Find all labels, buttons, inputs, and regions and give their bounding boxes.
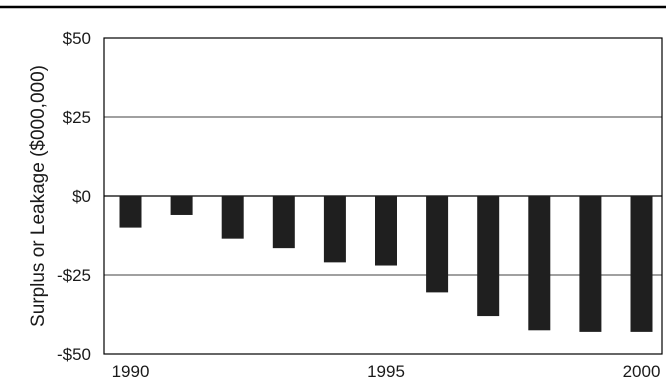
bar (272, 196, 295, 249)
bar (375, 196, 397, 266)
x-tick-label: 1990 (112, 362, 150, 381)
bar (323, 196, 346, 263)
bar (477, 196, 500, 317)
x-tick-label: 2000 (623, 362, 661, 381)
bar (170, 196, 193, 215)
y-tick-label: $50 (63, 29, 91, 48)
y-tick-label: $25 (63, 108, 91, 127)
y-axis-title: Surplus or Leakage ($000,000) (28, 65, 49, 327)
bar (630, 196, 653, 332)
bars (119, 196, 653, 332)
bar (221, 196, 244, 239)
plot-frame (103, 37, 663, 355)
bar (528, 196, 551, 331)
y-tick-label: $0 (72, 187, 91, 206)
bar (119, 196, 142, 228)
bar (426, 196, 449, 293)
y-tick-label: -$50 (57, 345, 91, 364)
x-tick-labels: 1990 1995 2000 (112, 362, 661, 381)
bar (579, 196, 602, 332)
y-tick-labels: $50 $25 $0 -$25 -$50 (57, 29, 91, 364)
y-tick-label: -$25 (57, 266, 91, 285)
x-tick-label: 1995 (367, 362, 405, 381)
